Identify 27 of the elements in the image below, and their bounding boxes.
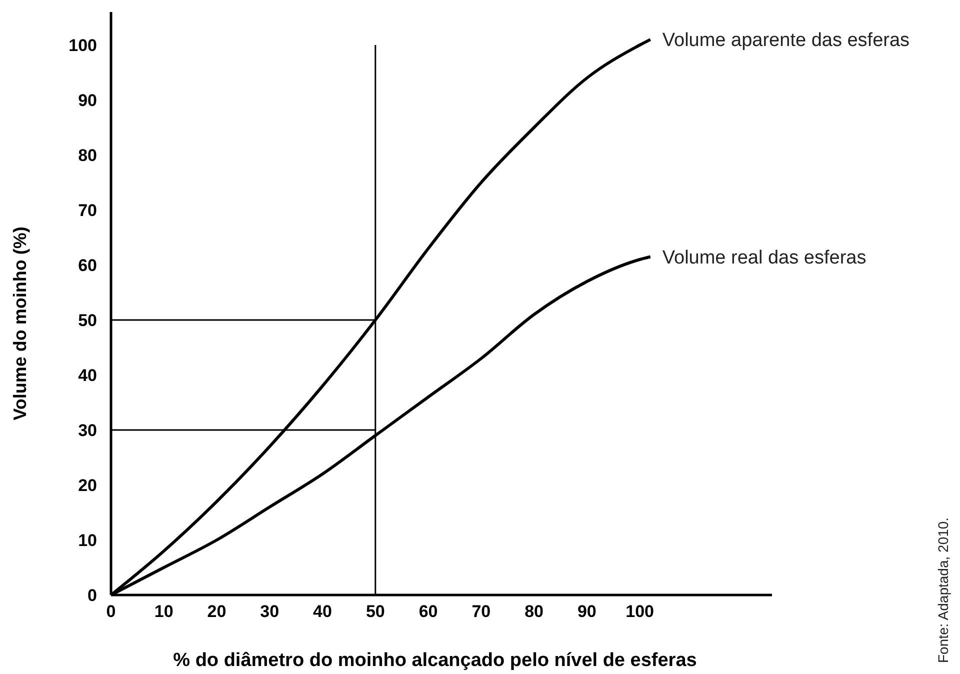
x-tick-label: 30 — [260, 602, 280, 621]
x-tick-label: 90 — [577, 602, 596, 621]
series-label: Volume real das esferas — [662, 247, 866, 268]
x-tick-label: 0 — [106, 602, 116, 621]
y-tick-label: 60 — [78, 256, 97, 275]
y-tick-label: 50 — [78, 310, 97, 330]
y-axis-title: Volume do moinho (%) — [10, 226, 30, 420]
y-tick-label: 90 — [78, 90, 97, 110]
y-tick-label: 30 — [78, 420, 97, 440]
y-tick-label: 10 — [78, 530, 97, 550]
source-note: Fonte: Adaptada, 2010. — [935, 517, 951, 663]
y-tick-label: 0 — [88, 586, 97, 605]
x-tick-label: 100 — [626, 602, 654, 621]
y-tick-label: 80 — [78, 146, 97, 165]
y-tick-label: 100 — [68, 36, 97, 55]
x-tick-label: 40 — [313, 602, 332, 621]
x-tick-label: 60 — [418, 602, 438, 621]
x-tick-label: 50 — [366, 602, 385, 621]
x-tick-label: 80 — [524, 602, 544, 621]
x-axis-title: % do diâmetro do moinho alcançado pelo nível de esferas — [173, 650, 697, 671]
x-tick-label: 20 — [207, 602, 226, 621]
y-tick-label: 40 — [78, 366, 97, 385]
y-tick-label: 20 — [78, 476, 97, 495]
x-tick-label: 70 — [472, 602, 491, 621]
y-tick-label: 70 — [78, 200, 97, 220]
x-tick-label: 10 — [154, 602, 174, 621]
series-label: Volume aparente das esferas — [662, 30, 910, 52]
